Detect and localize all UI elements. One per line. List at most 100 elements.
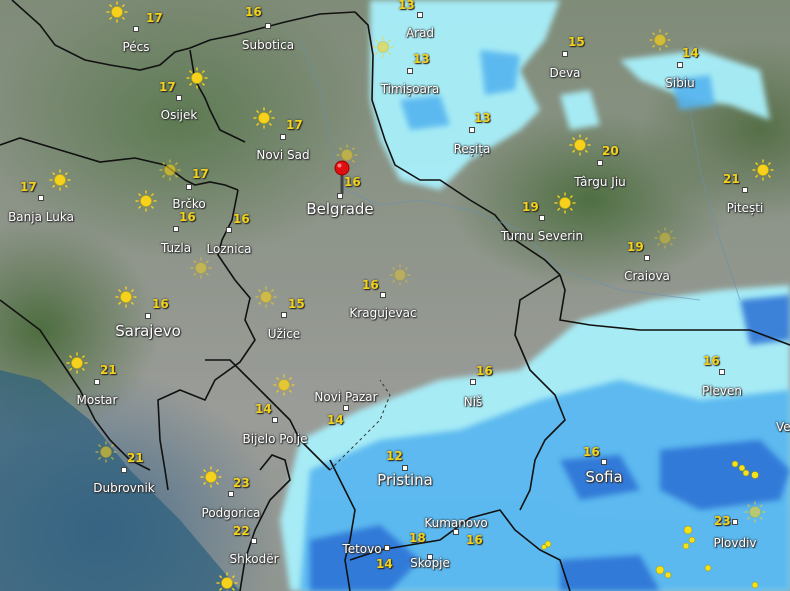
sun-icon [200, 466, 222, 488]
sun-icon [95, 441, 117, 463]
rivers [299, 39, 741, 301]
city-name[interactable]: Subotica [241, 38, 295, 52]
city-marker[interactable] [453, 529, 459, 535]
city-name[interactable]: Târgu Jiu [574, 175, 626, 189]
city-marker[interactable] [281, 312, 287, 318]
city-name[interactable]: Craiova [624, 269, 670, 283]
sun-icon [554, 192, 576, 214]
sun-icon [49, 169, 71, 191]
city-name[interactable]: Arad [405, 26, 435, 40]
temperature-value: 16 [466, 533, 483, 547]
city-marker[interactable] [644, 255, 650, 261]
city-marker[interactable] [601, 459, 607, 465]
city-name[interactable]: Mostar [76, 393, 118, 407]
city-marker[interactable] [380, 292, 386, 298]
city-marker[interactable] [145, 313, 151, 319]
city-marker[interactable] [407, 68, 413, 74]
city-name[interactable]: Tetovo [342, 542, 382, 556]
sun-icon [372, 36, 394, 58]
city-name[interactable]: Pleven [701, 384, 743, 398]
city-marker[interactable] [133, 26, 139, 32]
sun-icon [255, 286, 277, 308]
temperature-value: 23 [233, 476, 250, 490]
city-marker[interactable] [402, 465, 408, 471]
city-name[interactable]: Turnu Severin [500, 229, 584, 243]
city-name[interactable]: Pristina [377, 471, 433, 489]
city-marker[interactable] [121, 467, 127, 473]
city-marker[interactable] [251, 538, 257, 544]
city-marker[interactable] [226, 227, 232, 233]
city-name[interactable]: Veli [776, 420, 790, 434]
city-name[interactable]: Sarajevo [115, 322, 181, 340]
city-marker[interactable] [417, 12, 423, 18]
sun-icon [273, 374, 295, 396]
city-marker[interactable] [719, 369, 725, 375]
city-marker[interactable] [539, 215, 545, 221]
sun-icon [216, 572, 238, 591]
city-name[interactable]: Kragujevac [349, 306, 417, 320]
city-name[interactable]: Niš [463, 395, 483, 409]
city-marker[interactable] [732, 519, 738, 525]
city-name[interactable]: Bijelo Polje [242, 432, 308, 446]
city-marker[interactable] [280, 134, 286, 140]
city-marker[interactable] [265, 23, 271, 29]
city-name[interactable]: Podgorica [201, 506, 261, 520]
city-marker[interactable] [427, 554, 433, 560]
city-marker[interactable] [469, 127, 475, 133]
city-marker[interactable] [228, 491, 234, 497]
city-name[interactable]: Pitești [726, 201, 764, 215]
city-name[interactable]: Sibiu [665, 76, 695, 90]
city-marker[interactable] [384, 545, 390, 551]
temperature-value: 16 [245, 5, 262, 19]
city-marker[interactable] [94, 379, 100, 385]
temperature-value: 16 [152, 297, 169, 311]
city-marker[interactable] [186, 184, 192, 190]
sun-icon [106, 1, 128, 23]
temperature-value: 15 [568, 35, 585, 49]
temperature-value: 21 [127, 451, 144, 465]
city-name[interactable]: Tuzla [160, 241, 192, 255]
city-marker[interactable] [38, 195, 44, 201]
city-marker[interactable] [562, 51, 568, 57]
city-name[interactable]: Reșița [453, 142, 491, 156]
sun-icon [66, 352, 88, 374]
temperature-value: 19 [522, 200, 539, 214]
city-name[interactable]: Kumanovo [424, 516, 488, 530]
city-marker[interactable] [343, 405, 349, 411]
city-name[interactable]: Belgrade [306, 200, 374, 218]
sun-icon [744, 501, 766, 523]
city-name[interactable]: Brčko [172, 197, 206, 211]
city-name[interactable]: Skopje [410, 556, 450, 570]
city-marker[interactable] [272, 417, 278, 423]
city-marker[interactable] [677, 62, 683, 68]
city-name[interactable]: Novi Sad [256, 148, 310, 162]
city-name[interactable]: Novi Pazar [314, 390, 378, 404]
city-marker[interactable] [173, 226, 179, 232]
city-name[interactable]: Timișoara [380, 82, 440, 96]
temperature-value: 12 [386, 449, 403, 463]
location-pin-icon[interactable] [334, 160, 350, 196]
city-marker[interactable] [742, 187, 748, 193]
city-name[interactable]: Pécs [122, 40, 150, 54]
city-name[interactable]: Plovdiv [713, 536, 757, 550]
temperature-value: 22 [233, 524, 250, 538]
city-name[interactable]: Shkodër [229, 552, 279, 566]
city-marker[interactable] [176, 95, 182, 101]
city-name[interactable]: Dubrovnik [93, 481, 155, 495]
temperature-value: 16 [703, 354, 720, 368]
city-marker[interactable] [337, 193, 343, 199]
city-marker[interactable] [470, 379, 476, 385]
city-name[interactable]: Deva [549, 66, 581, 80]
sun-icon [253, 107, 275, 129]
city-name[interactable]: Osijek [160, 108, 198, 122]
temperature-value: 16 [583, 445, 600, 459]
city-marker[interactable] [597, 160, 603, 166]
city-name[interactable]: Užice [267, 327, 301, 341]
temperature-value: 17 [146, 11, 163, 25]
city-name[interactable]: Banja Luka [8, 210, 74, 224]
city-name[interactable]: Loznica [206, 242, 252, 256]
temperature-value: 23 [714, 514, 731, 528]
city-name[interactable]: Sofia [585, 468, 623, 486]
